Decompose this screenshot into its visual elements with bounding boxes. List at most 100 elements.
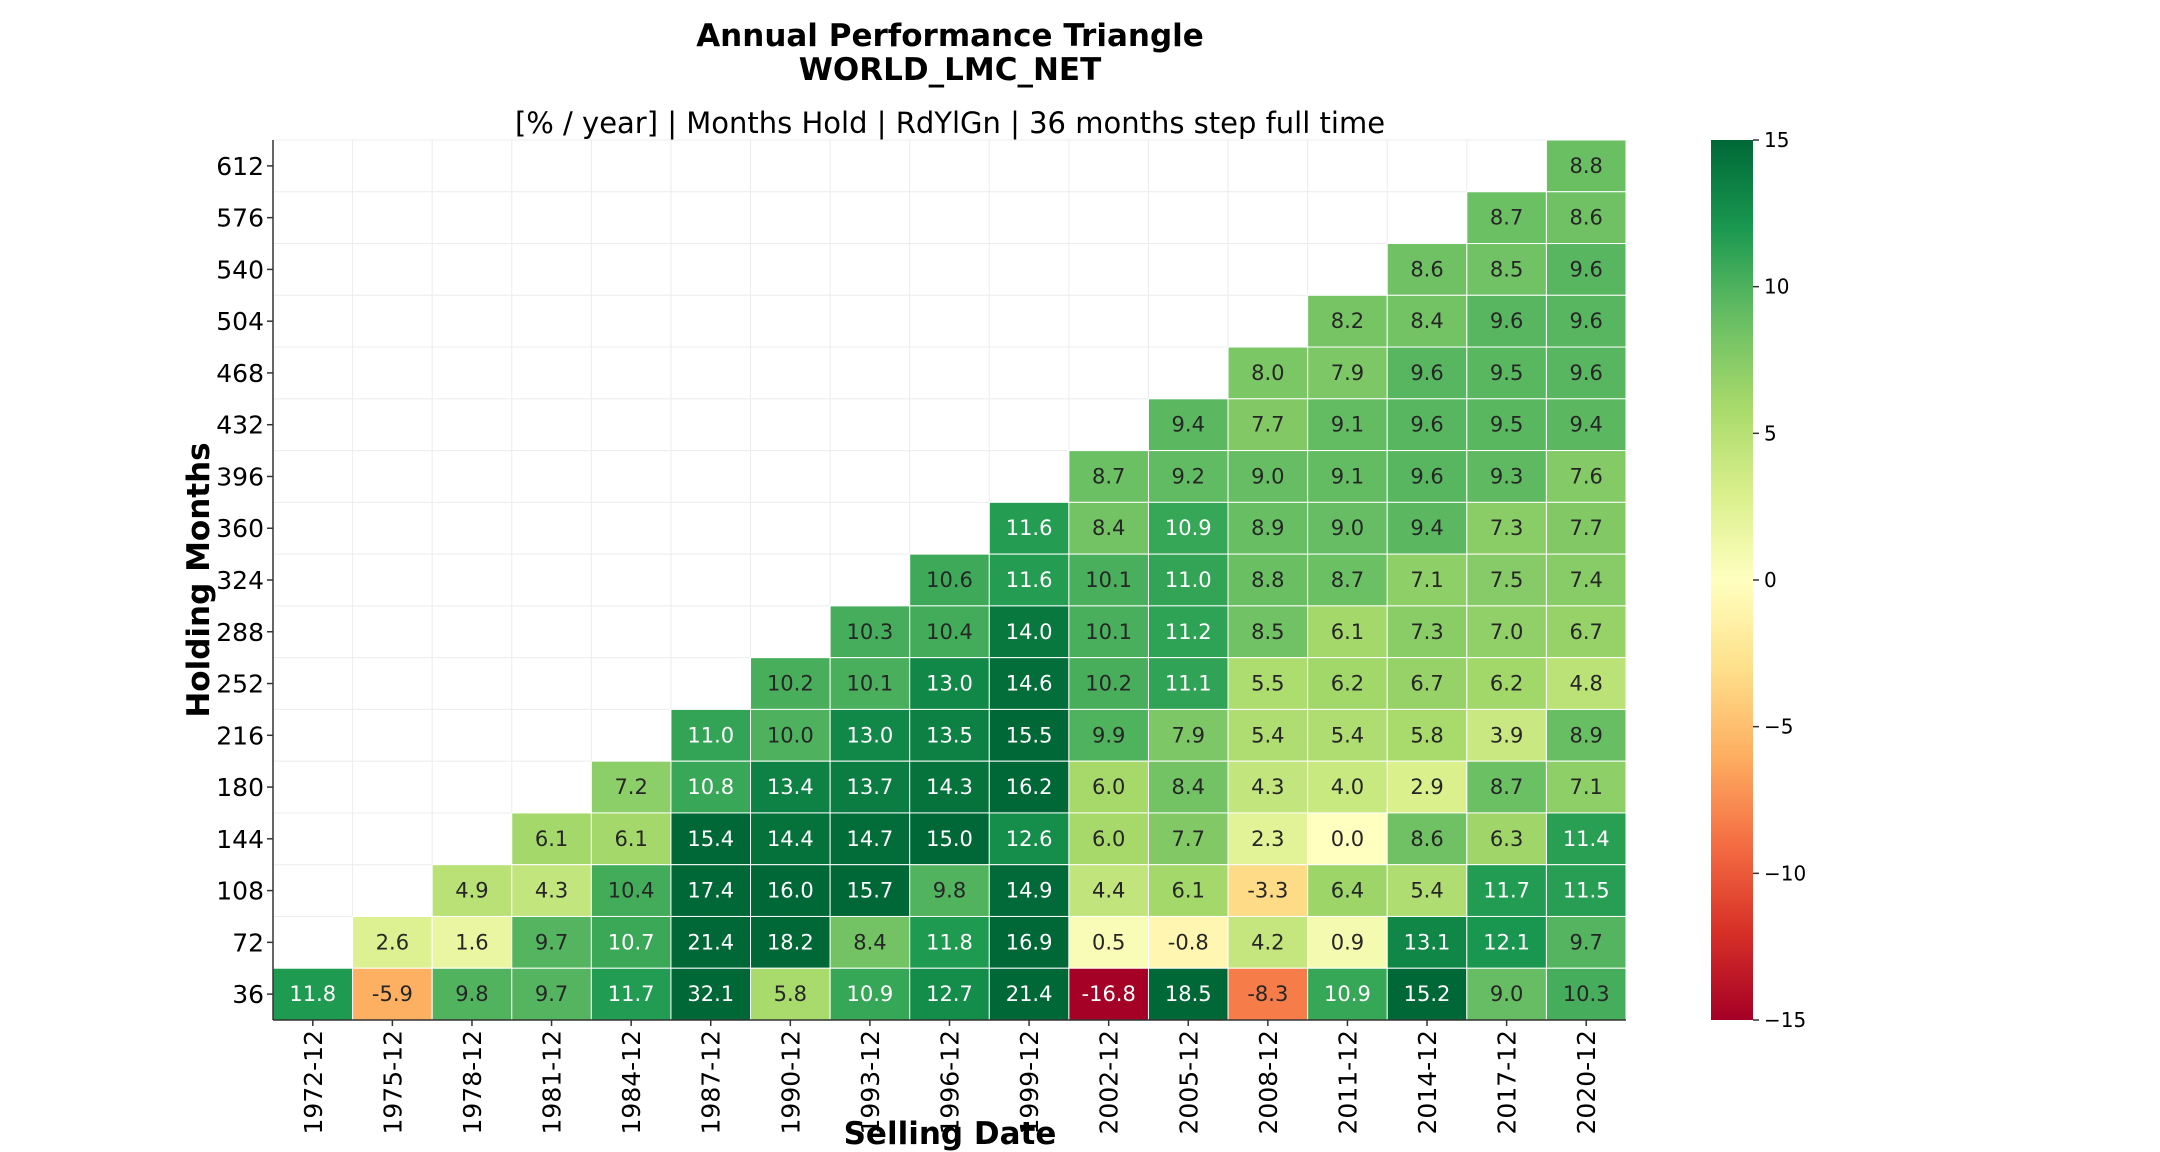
heatmap-cell — [1307, 294, 1388, 348]
cell-value-label: 8.7 — [1331, 568, 1364, 592]
y-tick-label: 252 — [216, 670, 264, 699]
cell-value-label: 7.9 — [1331, 361, 1364, 385]
heatmap-cell — [750, 864, 831, 917]
heatmap-cell — [1068, 812, 1149, 866]
cell-value-label: 8.4 — [853, 930, 886, 954]
cell-value-label: 9.6 — [1570, 361, 1603, 385]
cell-value-label: 15.0 — [926, 827, 973, 851]
cell-value-label: 3.9 — [1490, 723, 1523, 747]
heatmap-cell — [1147, 864, 1229, 917]
cell-value-label: 10.6 — [926, 568, 973, 592]
x-axis-label: Selling Date — [844, 1116, 1057, 1152]
heatmap-cell — [1545, 139, 1627, 193]
cell-value-label: 9.6 — [1570, 309, 1603, 333]
heatmap-cell — [590, 760, 672, 814]
cell-value-label: 9.6 — [1490, 309, 1523, 333]
heatmap-cell — [1068, 864, 1149, 917]
cell-value-label: -0.8 — [1168, 930, 1209, 954]
heatmap-cell — [1545, 294, 1627, 348]
heatmap-cell — [1386, 398, 1468, 452]
cell-value-label: 6.1 — [1331, 620, 1364, 644]
heatmap-cell — [1386, 294, 1468, 348]
y-tick-label: 360 — [216, 514, 264, 543]
cell-value-label: 4.2 — [1251, 930, 1284, 954]
cell-value-label: 7.7 — [1172, 827, 1205, 851]
heatmap-cell — [1068, 708, 1149, 762]
heatmap-cell — [829, 605, 911, 659]
heatmap-cell — [1545, 915, 1627, 969]
cell-value-label: 7.1 — [1570, 775, 1603, 799]
x-tick-label: 1972-12 — [299, 1030, 328, 1134]
cell-value-label: 5.4 — [1410, 879, 1443, 903]
heatmap-cell — [1227, 812, 1309, 866]
heatmap-cell — [909, 864, 990, 917]
cell-value-label: 0.9 — [1331, 930, 1364, 954]
heatmap-cell — [1307, 398, 1388, 452]
heatmap-cell — [1068, 450, 1149, 503]
cell-value-label: 11.8 — [289, 982, 336, 1006]
cell-value-label: 8.6 — [1410, 257, 1443, 281]
cell-value-label: 8.9 — [1570, 723, 1603, 747]
colorbar-tick-label: −5 — [1764, 715, 1793, 739]
chart-title-line2: WORLD_LMC_NET — [799, 52, 1102, 88]
cell-value-label: 10.1 — [1085, 568, 1132, 592]
cell-value-label: 7.6 — [1570, 464, 1603, 488]
y-tick-labels: 612 576 540 504 468 432 396 360 324 288 252 216 180 1… — [216, 152, 273, 1009]
cell-value-label: 6.0 — [1092, 827, 1125, 851]
cell-value-label: 10.4 — [926, 620, 973, 644]
cell-value-label: -16.8 — [1082, 982, 1136, 1006]
heatmap-cell — [1068, 657, 1149, 710]
heatmap-cell — [1068, 915, 1149, 969]
heatmap-cell — [670, 915, 752, 969]
heatmap-cell — [909, 708, 990, 762]
heatmap-cell — [352, 967, 433, 1021]
cell-value-label: 8.7 — [1490, 206, 1523, 230]
heatmap-cell — [1545, 967, 1627, 1021]
y-tick-label: 324 — [216, 566, 264, 595]
heatmap-cell — [1307, 760, 1388, 814]
heatmap-cell — [1466, 346, 1547, 400]
heatmap-cell — [431, 915, 513, 969]
cell-value-label: 8.4 — [1410, 309, 1443, 333]
cell-value-label: 14.6 — [1006, 672, 1053, 696]
x-tick-label: 2020-12 — [1572, 1030, 1601, 1134]
cell-value-label: 2.9 — [1410, 775, 1443, 799]
cell-value-label: 10.3 — [847, 620, 894, 644]
cell-value-label: 16.2 — [1006, 775, 1053, 799]
y-tick-label: 396 — [216, 462, 264, 491]
cell-value-label: 9.0 — [1251, 464, 1284, 488]
cell-value-label: 10.1 — [847, 672, 894, 696]
cell-value-label: 8.8 — [1251, 568, 1284, 592]
heatmap-cell — [1227, 967, 1309, 1021]
heatmap-cell — [909, 915, 990, 969]
cell-value-label: 6.7 — [1410, 672, 1443, 696]
heatmap-cell — [1466, 243, 1547, 296]
cell-value-label: 9.7 — [535, 982, 568, 1006]
heatmap-cell — [1068, 760, 1149, 814]
cell-value-label: 2.3 — [1251, 827, 1284, 851]
cell-value-label: -5.9 — [372, 982, 413, 1006]
heatmap-cell — [1147, 553, 1229, 607]
colorbar-tick-label: 0 — [1764, 568, 1777, 592]
cell-value-label: 1.6 — [455, 930, 488, 954]
heatmap-cell — [1466, 450, 1547, 503]
heatmap-cell — [670, 967, 752, 1021]
heatmap-cell — [511, 812, 592, 866]
heatmap-cell — [1147, 450, 1229, 503]
cell-value-label: 9.9 — [1092, 723, 1125, 747]
heatmap-cell — [829, 864, 911, 917]
cell-value-label: 8.6 — [1570, 206, 1603, 230]
cell-value-label: 11.6 — [1006, 568, 1053, 592]
x-tick-label: 2008-12 — [1254, 1030, 1283, 1134]
y-tick-label: 432 — [216, 411, 264, 440]
heatmap-cell — [988, 967, 1070, 1021]
cell-value-label: 9.4 — [1410, 516, 1443, 540]
heatmap-cell — [1545, 657, 1627, 710]
heatmap-cell — [1147, 967, 1229, 1021]
cell-value-label: 12.1 — [1483, 930, 1530, 954]
cell-value-label: 6.0 — [1092, 775, 1125, 799]
cell-value-label: 10.8 — [687, 775, 734, 799]
heatmap-cell — [1386, 812, 1468, 866]
y-tick-label: 180 — [216, 773, 264, 802]
y-tick-label: 612 — [216, 152, 264, 181]
